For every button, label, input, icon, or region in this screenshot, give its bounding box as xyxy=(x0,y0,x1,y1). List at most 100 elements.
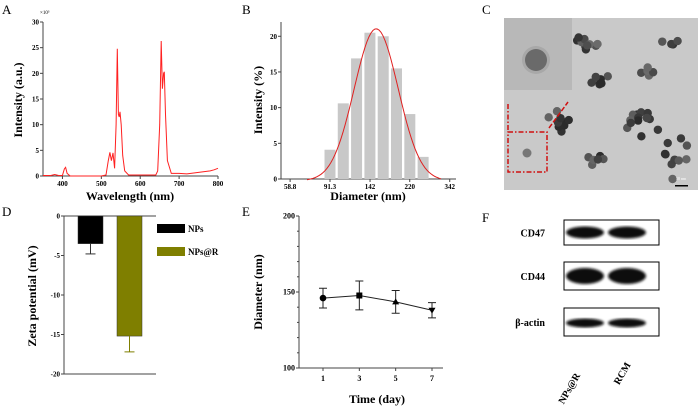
nanoparticle xyxy=(593,155,603,164)
marker-triangle-down xyxy=(428,307,436,314)
x-tick-label: 220 xyxy=(404,183,415,191)
x-tick-label: 5 xyxy=(394,374,398,383)
nanoparticle xyxy=(663,138,672,148)
histogram-bar xyxy=(404,114,416,179)
x-tick-label: 91.3 xyxy=(324,183,337,191)
nanoparticle xyxy=(582,41,592,50)
nanoparticle xyxy=(667,39,676,49)
x-tick-label: 7 xyxy=(430,374,434,383)
lane-label: NPs@R xyxy=(557,371,584,406)
y-tick-label: 20 xyxy=(32,70,40,78)
panel-b-size-distribution: Diameter (nm) Intensity (%) 58.8 91.3 142 2… xyxy=(251,22,456,203)
scale-bar xyxy=(675,185,688,187)
x-axis-label: Wavelength (nm) xyxy=(86,189,174,203)
axes xyxy=(42,22,218,177)
protein-band xyxy=(566,318,604,328)
protein-band xyxy=(608,226,646,239)
histogram-bar xyxy=(417,156,429,179)
x-axis-label: Time (day) xyxy=(349,392,405,406)
y-tick-label: 10 xyxy=(270,104,278,112)
marker-triangle-up xyxy=(392,298,400,305)
panel-f-western-blot: CD47 CD44 β-actin NPs@R RCM xyxy=(515,219,660,406)
nanoparticle xyxy=(587,78,596,87)
y-tick-label: 10 xyxy=(32,121,40,129)
data-line xyxy=(322,294,433,311)
y-tick-label: 150 xyxy=(283,288,295,297)
nanoparticle xyxy=(648,68,658,77)
inset-particle-core xyxy=(525,49,547,71)
y-tick-label: -20 xyxy=(51,371,61,379)
nanoparticle xyxy=(597,79,606,88)
panel-a-spectrum: ×10³ Wavelength (nm) Intensity (a.u.) 40… xyxy=(11,10,224,203)
y-axis-label: Zeta potential (mV) xyxy=(25,245,39,346)
x-tick-label: 342 xyxy=(444,183,455,191)
histogram-bar xyxy=(377,36,389,179)
spectrum-line xyxy=(43,40,219,177)
bar-nps xyxy=(77,215,104,244)
gaussian-fit-curve xyxy=(306,28,442,181)
histogram-bar xyxy=(351,58,363,179)
tem-particles xyxy=(522,33,692,184)
y-tick-label: 100 xyxy=(283,364,295,373)
nanoparticle xyxy=(637,132,646,141)
scale-bar-label: 50 nm xyxy=(676,176,687,181)
y-tick-label: 25 xyxy=(32,44,40,52)
panel-label-b: B xyxy=(242,2,251,17)
protein-band xyxy=(608,318,646,328)
y-tick-label: 5 xyxy=(36,147,40,155)
marker-circle xyxy=(319,294,327,302)
band-label: β-actin xyxy=(515,318,545,329)
x-tick-label: 800 xyxy=(213,180,224,188)
panel-d-zeta-potential: Zeta potential (mV) NPs NPs@R 0 -5 -10 -15 -… xyxy=(25,213,219,379)
nanoparticle xyxy=(674,156,684,165)
x-tick-label: 600 xyxy=(135,180,146,188)
panel-label-d: D xyxy=(2,204,11,219)
y-tick-label: 5 xyxy=(274,140,278,148)
y-tick-label: 0 xyxy=(274,176,278,184)
x-tick-label: 700 xyxy=(174,180,185,188)
y-tick-label: 0 xyxy=(36,173,40,181)
band-label: CD44 xyxy=(521,272,545,283)
protein-band xyxy=(608,268,646,284)
x-tick-label: 400 xyxy=(57,180,68,188)
nanoparticle xyxy=(626,118,635,128)
nanoparticle xyxy=(574,33,583,42)
nanoparticle xyxy=(676,134,686,143)
histogram-bar xyxy=(337,103,349,179)
nanoparticle xyxy=(682,155,691,164)
legend-swatch-npsr xyxy=(157,247,185,256)
histogram-bar xyxy=(364,32,376,179)
histogram-bar xyxy=(390,68,402,179)
y-axis-label: Diameter (nm) xyxy=(251,254,265,329)
y-tick-label: 15 xyxy=(32,96,40,104)
x-tick-label: 3 xyxy=(357,374,361,383)
nanoparticle xyxy=(673,36,682,46)
panel-label-e: E xyxy=(242,204,250,219)
y-tick-label: 200 xyxy=(283,212,295,221)
zoom-region-marker xyxy=(507,131,548,173)
y-multiplier: ×10³ xyxy=(40,10,50,16)
legend-swatch-nps xyxy=(157,224,185,233)
protein-band xyxy=(566,226,604,239)
nanoparticle xyxy=(603,72,612,81)
x-tick-label: 58.8 xyxy=(284,183,297,191)
nanoparticle xyxy=(564,115,573,125)
x-tick-label: 1 xyxy=(321,374,325,383)
nanoparticle xyxy=(544,113,553,122)
legend-label-nps: NPs xyxy=(188,224,204,234)
y-tick-label: 20 xyxy=(270,33,278,41)
y-axis-label: Intensity (a.u.) xyxy=(11,62,25,137)
nanoparticle xyxy=(660,149,670,159)
y-tick-label: 0 xyxy=(57,213,61,221)
nanoparticle xyxy=(591,72,600,82)
band-label: CD47 xyxy=(521,229,545,240)
y-tick-label: 30 xyxy=(32,19,40,27)
nanoparticle xyxy=(653,125,663,134)
nanoparticle xyxy=(658,37,667,46)
y-axis-label: Intensity (%) xyxy=(251,66,265,134)
legend-label-npsr: NPs@R xyxy=(188,247,219,257)
nanoparticle xyxy=(642,113,652,123)
panel-c-tem-image: 50 nm xyxy=(504,18,698,190)
bar-npsr xyxy=(116,215,143,337)
